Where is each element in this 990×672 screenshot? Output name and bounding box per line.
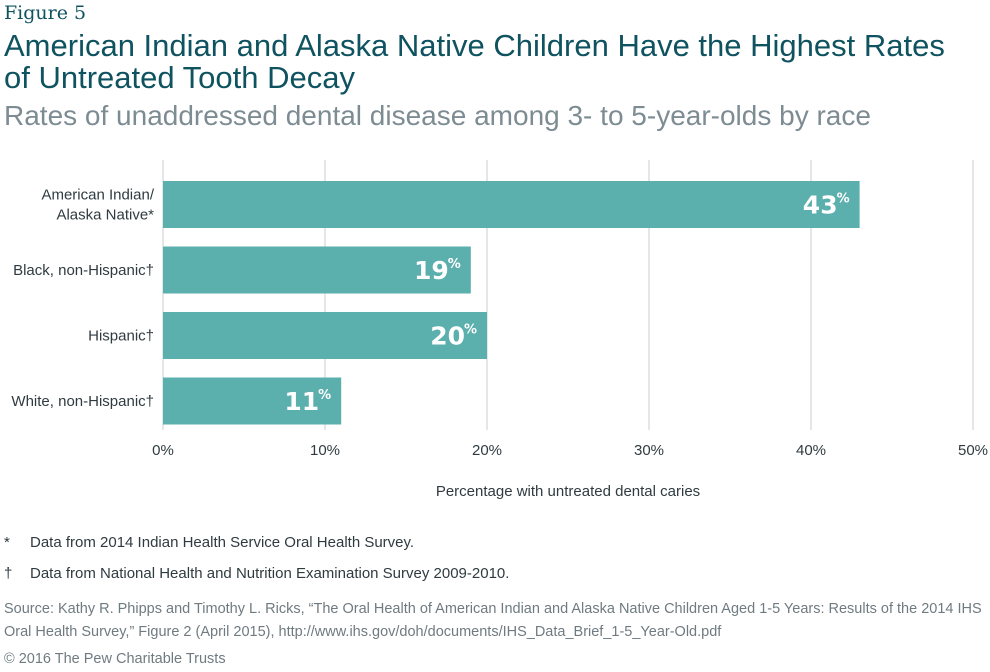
x-tick-label-0: 0% [152, 442, 174, 459]
x-tick-label-10: 10% [310, 442, 340, 459]
category-label-0-0: American Indian/ [41, 187, 154, 204]
chart-subtitle: Rates of unaddressed dental disease amon… [4, 100, 871, 131]
data-label-suffix-3: % [318, 388, 331, 403]
footnote-1-symbol: * [4, 534, 10, 551]
data-label-suffix-0: % [837, 192, 850, 207]
category-label-3-0: White, non-Hispanic† [11, 393, 154, 410]
x-axis-label: Percentage with untreated dental caries [436, 483, 700, 500]
bar-3 [163, 377, 342, 425]
footnote-1: * Data from 2014 Indian Health Service O… [4, 534, 989, 565]
bar-1 [163, 246, 471, 294]
footnote-2-symbol: † [4, 565, 13, 582]
category-label-0-1: Alaska Native* [56, 207, 154, 224]
x-tick-label-30: 30% [634, 442, 664, 459]
bar-2 [163, 312, 487, 359]
x-tick-label-20: 20% [472, 442, 502, 459]
footnote-1-text: Data from 2014 Indian Health Service Ora… [30, 534, 415, 551]
data-label-1: 19 [414, 256, 449, 285]
bar-chart: 0% 10% 20% 30% 40% 50% Percentage with untreat… [11, 160, 988, 500]
category-label-1-0: Black, non-Hispanic† [13, 262, 154, 279]
bar-0 [163, 181, 860, 228]
data-label-suffix-1: % [448, 257, 461, 272]
data-label-0: 43 [803, 191, 838, 220]
x-tick-label-50: 50% [958, 442, 988, 459]
footnotes: * Data from 2014 Indian Health Service O… [4, 534, 989, 596]
data-label-3: 11 [284, 387, 319, 416]
source-note: Source: Kathy R. Phipps and Timothy L. R… [4, 601, 982, 640]
category-label-2-0: Hispanic† [88, 328, 154, 345]
footnote-2-text: Data from National Health and Nutrition … [30, 565, 510, 582]
footnote-2: † Data from National Health and Nutritio… [4, 565, 989, 596]
figure-label: Figure 5 [4, 2, 87, 24]
copyright: © 2016 The Pew Charitable Trusts [4, 651, 226, 667]
chart-title: American Indian and Alaska Native Childr… [4, 28, 945, 95]
data-label-suffix-2: % [464, 323, 477, 338]
data-label-2: 20 [430, 322, 465, 351]
x-tick-label-40: 40% [796, 442, 826, 459]
